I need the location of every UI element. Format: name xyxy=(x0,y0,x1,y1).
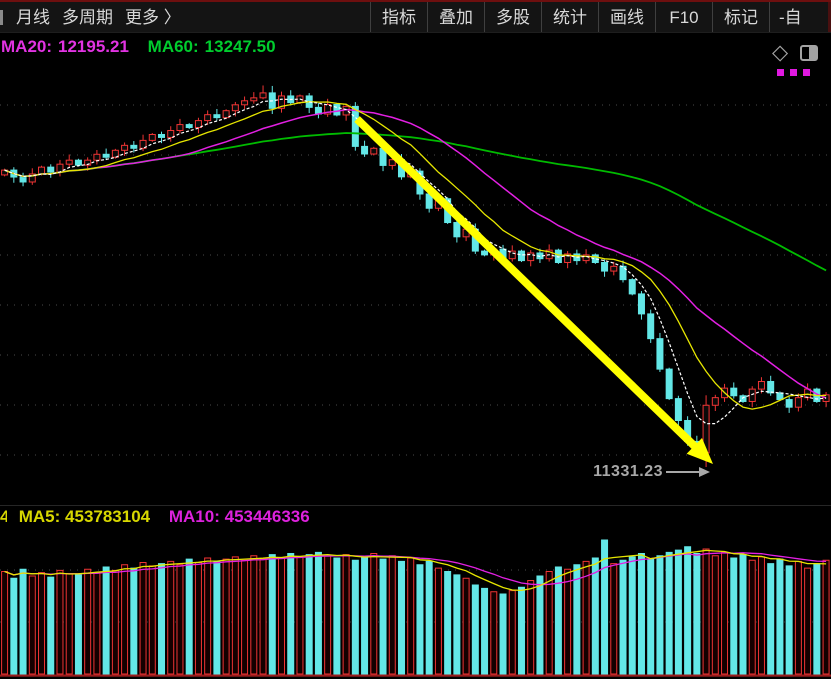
split-panel-icon[interactable] xyxy=(800,44,819,61)
volume-ma10-value: 453446336 xyxy=(224,507,310,526)
indicator-dot xyxy=(803,69,810,76)
page-indicator-dots xyxy=(777,69,816,76)
topbar-right-edge-sliver xyxy=(828,2,831,32)
menu-item-f10[interactable]: F10 xyxy=(655,2,712,32)
indicator-dot xyxy=(790,69,797,76)
menu-item-multi-stock[interactable]: 多股 xyxy=(484,2,541,32)
menu-item-statistics[interactable]: 统计 xyxy=(541,2,598,32)
topbar-left-group: 月线 多周期 更多 〉 xyxy=(0,2,181,32)
menu-item-multi-period[interactable]: 多周期 xyxy=(62,8,113,27)
split-panel-icon-fill xyxy=(809,46,817,59)
menu-item-indicator[interactable]: 指标 xyxy=(370,2,427,32)
indicator-dot xyxy=(777,69,784,76)
menu-item-more[interactable]: 更多 〉 xyxy=(125,8,181,27)
price-ma-legend: MA20: 12195.21 MA60: 13247.50 xyxy=(1,37,276,57)
topbar-right-group: 指标 叠加 多股 统计 画线 F10 标记 -自 xyxy=(370,2,817,32)
low-price-annotation: 11331.23 xyxy=(593,463,663,480)
ma60-value: 13247.50 xyxy=(204,37,276,56)
clipped-glyph-fragment xyxy=(0,10,3,25)
diamond-marker-icon[interactable]: ◇ xyxy=(772,41,789,64)
clipped-label-fragment: 4 xyxy=(0,507,7,526)
volume-ma-legend: 4 MA5: 453783104 MA10: 453446336 xyxy=(0,507,310,527)
menu-item-mark[interactable]: 标记 xyxy=(712,2,769,32)
menu-item-custom-clipped[interactable]: -自 xyxy=(769,2,817,32)
chart-corner-tools: ◇ xyxy=(772,41,819,64)
pane-divider xyxy=(0,505,831,506)
volume-ma10-legend: MA10: 453446336 xyxy=(168,507,310,526)
menu-item-monthly[interactable]: 月线 xyxy=(16,8,50,27)
top-menu-bar: 月线 多周期 更多 〉 指标 叠加 多股 统计 画线 F10 标记 -自 xyxy=(0,0,831,33)
menu-item-draw-line[interactable]: 画线 xyxy=(598,2,655,32)
volume-ma5-value: 453783104 xyxy=(65,507,151,526)
volume-ma5-legend: MA5: 453783104 xyxy=(18,507,151,526)
ma20-value: 12195.21 xyxy=(58,37,129,56)
ma60-legend: MA60: 13247.50 xyxy=(147,37,276,56)
menu-item-overlay[interactable]: 叠加 xyxy=(427,2,484,32)
ma20-legend: MA20: 12195.21 xyxy=(1,37,129,56)
